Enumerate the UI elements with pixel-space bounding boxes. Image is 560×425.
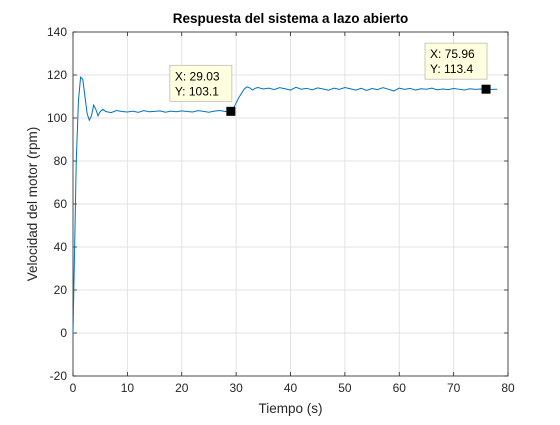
- x-tick-label: 0: [70, 381, 77, 395]
- y-tick-label: 20: [54, 283, 68, 297]
- datatip-marker: [226, 106, 236, 116]
- datatip-x-text: X: 29.03: [175, 69, 220, 83]
- datatip: X: 29.03Y: 103.1: [169, 64, 236, 116]
- y-tick-label: 100: [47, 111, 67, 125]
- y-tick-label: -20: [50, 369, 68, 383]
- datatip-y-text: Y: 113.4: [430, 62, 473, 76]
- x-tick-label: 60: [393, 381, 407, 395]
- x-tick-label: 10: [121, 381, 135, 395]
- x-tick-label: 80: [501, 381, 515, 395]
- x-tick-label: 30: [229, 381, 243, 395]
- datatip-marker: [481, 84, 491, 94]
- datatip-y-text: Y: 103.1: [175, 84, 219, 98]
- datatip-box: [424, 42, 488, 80]
- datatip: X: 75.96Y: 113.4: [424, 42, 491, 94]
- y-tick-label: 60: [54, 197, 68, 211]
- x-tick-label: 20: [175, 381, 189, 395]
- datatips: X: 29.03Y: 103.1 X: 75.96Y: 113.4: [169, 42, 491, 116]
- y-tick-label: 140: [47, 25, 67, 39]
- x-tick-label: 50: [338, 381, 352, 395]
- x-tick-label: 70: [447, 381, 461, 395]
- y-tick-label: 40: [54, 240, 68, 254]
- y-tick-label: 120: [47, 68, 67, 82]
- datatip-x-text: X: 75.96: [430, 47, 475, 61]
- y-axis-label: Velocidad del motor (rpm): [25, 127, 40, 282]
- x-axis-label: Tiempo (s): [258, 401, 322, 416]
- y-tick-label: 80: [54, 154, 68, 168]
- chart-title: Respuesta del sistema a lazo abierto: [173, 11, 409, 26]
- y-tick-label: 0: [60, 326, 67, 340]
- series-line: [72, 76, 498, 334]
- datatip-box: [169, 64, 233, 102]
- x-tick-label: 40: [284, 381, 298, 395]
